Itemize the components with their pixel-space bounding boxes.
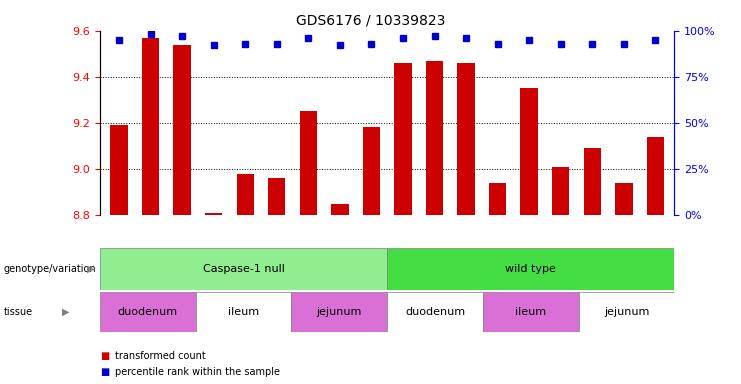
Text: GDS6176 / 10339823: GDS6176 / 10339823 (296, 13, 445, 27)
Bar (579, 292, 674, 332)
Bar (584, 148, 601, 215)
Bar (110, 125, 127, 215)
Text: transformed count: transformed count (115, 351, 205, 361)
Bar (426, 61, 443, 215)
Text: ileum: ileum (228, 307, 259, 317)
Bar (291, 292, 387, 332)
Bar (331, 204, 348, 215)
Bar (268, 178, 285, 215)
Bar (205, 213, 222, 215)
Bar (520, 88, 538, 215)
Text: tissue: tissue (4, 307, 33, 317)
Bar (100, 248, 388, 290)
Bar (173, 45, 190, 215)
Text: wild type: wild type (505, 264, 556, 274)
Text: ▶: ▶ (87, 264, 95, 274)
Text: jejunum: jejunum (316, 307, 362, 317)
Bar (388, 248, 674, 290)
Bar (142, 38, 159, 215)
Bar (388, 292, 483, 332)
Bar (647, 137, 664, 215)
Bar (457, 63, 475, 215)
Bar (394, 63, 412, 215)
Text: duodenum: duodenum (405, 307, 465, 317)
Text: ileum: ileum (515, 307, 546, 317)
Text: jejunum: jejunum (604, 307, 649, 317)
Bar (362, 127, 380, 215)
Text: ■: ■ (100, 351, 109, 361)
Bar (236, 174, 254, 215)
Text: percentile rank within the sample: percentile rank within the sample (115, 367, 280, 377)
Text: duodenum: duodenum (118, 307, 178, 317)
Bar (552, 167, 569, 215)
Bar (615, 183, 633, 215)
Bar (100, 292, 196, 332)
Text: genotype/variation: genotype/variation (4, 264, 96, 274)
Bar (196, 292, 291, 332)
Text: ▶: ▶ (62, 307, 69, 317)
Text: ■: ■ (100, 367, 109, 377)
Text: Caspase-1 null: Caspase-1 null (203, 264, 285, 274)
Bar (489, 183, 506, 215)
Bar (299, 111, 317, 215)
Bar (483, 292, 579, 332)
